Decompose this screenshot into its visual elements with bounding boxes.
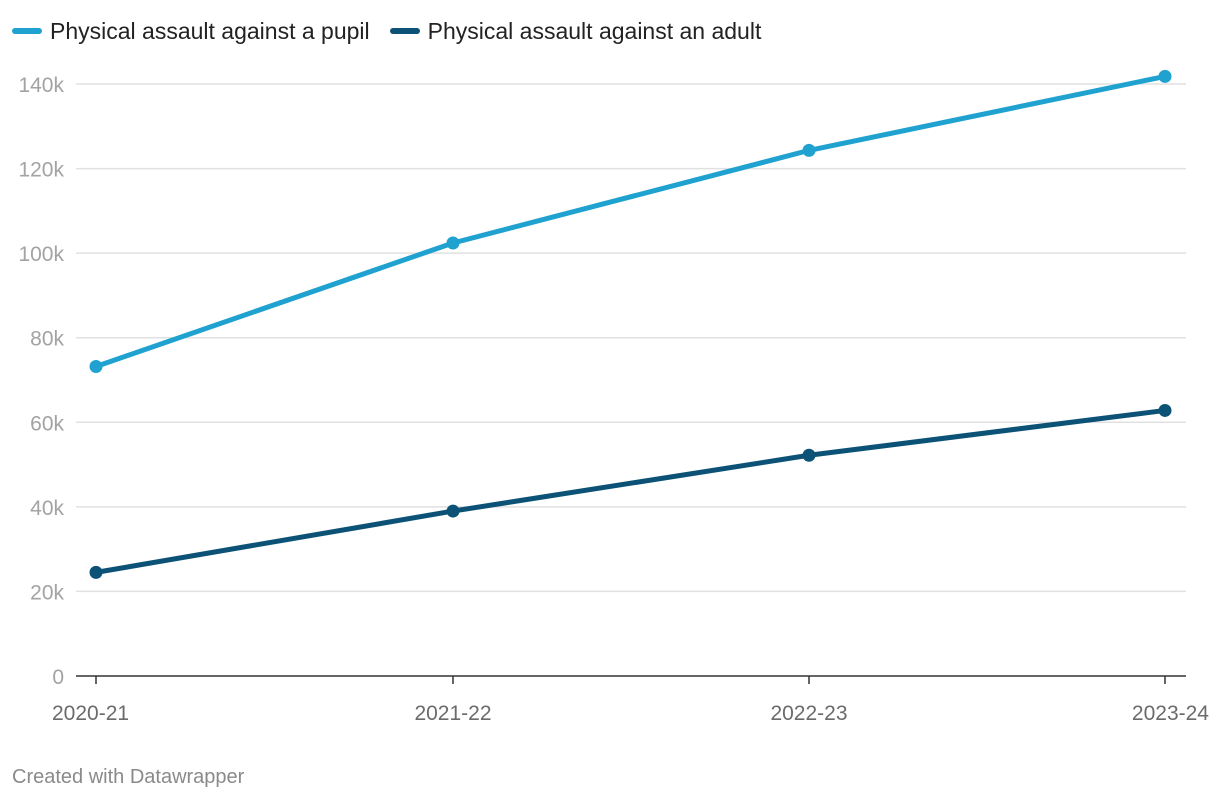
x-tick-label: 2021-22 — [414, 702, 491, 725]
series-line-adult — [93, 407, 1168, 575]
legend-swatch-adult — [389, 28, 420, 34]
legend: Physical assault against a pupil Physica… — [12, 14, 761, 48]
data-point-adult — [802, 448, 816, 462]
x-tick-label: 2023-24 — [1132, 702, 1209, 725]
legend-label-pupil: Physical assault against a pupil — [50, 17, 370, 44]
data-point-pupil — [802, 143, 816, 157]
legend-item-pupil: Physical assault against a pupil — [12, 18, 370, 45]
x-tick-label: 2022-23 — [770, 702, 847, 725]
data-point-pupil — [89, 359, 103, 373]
legend-swatch-pupil — [12, 28, 42, 34]
series-line-pupil — [93, 73, 1168, 369]
y-tick-label: 60k — [30, 412, 64, 435]
legend-item-adult: Physical assault against an adult — [389, 17, 762, 45]
x-tick-label: 2020-21 — [52, 702, 129, 725]
legend-label-adult: Physical assault against an adult — [427, 17, 762, 44]
y-tick-label: 140k — [18, 74, 64, 97]
data-point-adult — [1158, 403, 1172, 417]
credit-text: Created with Datawrapper — [12, 766, 245, 788]
y-tick-label: 0 — [52, 666, 64, 689]
data-point-pupil — [1158, 69, 1172, 83]
y-tick-label: 100k — [18, 243, 64, 266]
y-tick-label: 80k — [30, 328, 64, 351]
y-tick-label: 40k — [30, 497, 64, 520]
y-tick-label: 20k — [30, 581, 64, 604]
data-point-adult — [446, 504, 460, 518]
y-tick-label: 120k — [18, 159, 64, 182]
data-point-adult — [89, 565, 103, 579]
data-point-pupil — [446, 236, 460, 250]
